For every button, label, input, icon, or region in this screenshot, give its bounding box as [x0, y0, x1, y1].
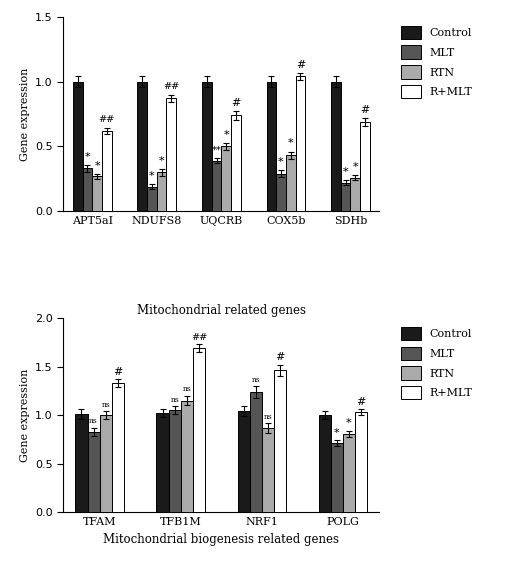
Legend: Control, MLT, RTN, R+MLT: Control, MLT, RTN, R+MLT [398, 23, 476, 102]
Bar [343, 434, 355, 512]
Bar [75, 414, 87, 512]
Bar [360, 122, 370, 211]
Bar [167, 99, 176, 211]
Bar [319, 415, 331, 512]
Text: #: # [296, 60, 305, 70]
Text: ##: ## [99, 115, 115, 124]
Bar [193, 348, 205, 512]
Text: #: # [231, 97, 240, 108]
Bar [286, 155, 296, 211]
Text: *: * [288, 138, 294, 149]
Text: *: * [149, 171, 155, 181]
Bar [350, 177, 360, 211]
Bar [73, 82, 83, 211]
Bar [169, 410, 181, 512]
Text: ns: ns [101, 401, 110, 409]
Bar [355, 412, 367, 512]
Bar [100, 415, 112, 512]
Text: ns: ns [251, 376, 260, 383]
Text: ns: ns [264, 413, 272, 421]
Bar [92, 176, 102, 211]
Legend: Control, MLT, RTN, R+MLT: Control, MLT, RTN, R+MLT [398, 324, 476, 403]
Text: *: * [343, 167, 348, 177]
Text: *: * [223, 130, 229, 140]
Bar [341, 182, 350, 211]
Bar [274, 370, 286, 512]
Bar [250, 392, 262, 512]
Text: *: * [94, 160, 100, 171]
X-axis label: Mitochondrial biogenesis related genes: Mitochondrial biogenesis related genes [103, 533, 339, 546]
Text: ##: ## [191, 333, 207, 342]
Text: *: * [334, 428, 340, 438]
Text: *: * [159, 156, 164, 166]
Bar [262, 428, 274, 512]
Bar [296, 77, 305, 211]
Bar [83, 168, 92, 211]
Text: *: * [85, 152, 90, 162]
Bar [157, 172, 167, 211]
Text: **: ** [212, 146, 221, 155]
Bar [331, 443, 343, 512]
Text: ns: ns [89, 417, 98, 426]
Text: *: * [353, 162, 358, 172]
Bar [157, 413, 169, 512]
Bar [181, 401, 193, 512]
Text: ##: ## [163, 82, 180, 91]
Y-axis label: Gene expression: Gene expression [19, 68, 30, 160]
Text: #: # [113, 367, 123, 377]
Bar [231, 115, 241, 211]
Bar [212, 160, 221, 211]
Text: #: # [360, 105, 369, 115]
Text: #: # [276, 352, 285, 362]
Bar [221, 146, 231, 211]
Text: ns: ns [170, 396, 179, 404]
Text: *: * [278, 157, 284, 167]
Title: Mitochondrial related genes: Mitochondrial related genes [137, 304, 306, 317]
Bar [202, 82, 212, 211]
Bar [102, 131, 112, 211]
Bar [112, 383, 124, 512]
Bar [87, 432, 100, 512]
Text: #: # [356, 397, 366, 407]
Bar [331, 82, 341, 211]
Text: ns: ns [182, 385, 191, 394]
Bar [138, 82, 147, 211]
Bar [238, 412, 250, 512]
Y-axis label: Gene expression: Gene expression [19, 369, 30, 462]
Text: *: * [346, 418, 352, 428]
Bar [276, 173, 286, 211]
Bar [267, 82, 276, 211]
Bar [147, 186, 157, 211]
